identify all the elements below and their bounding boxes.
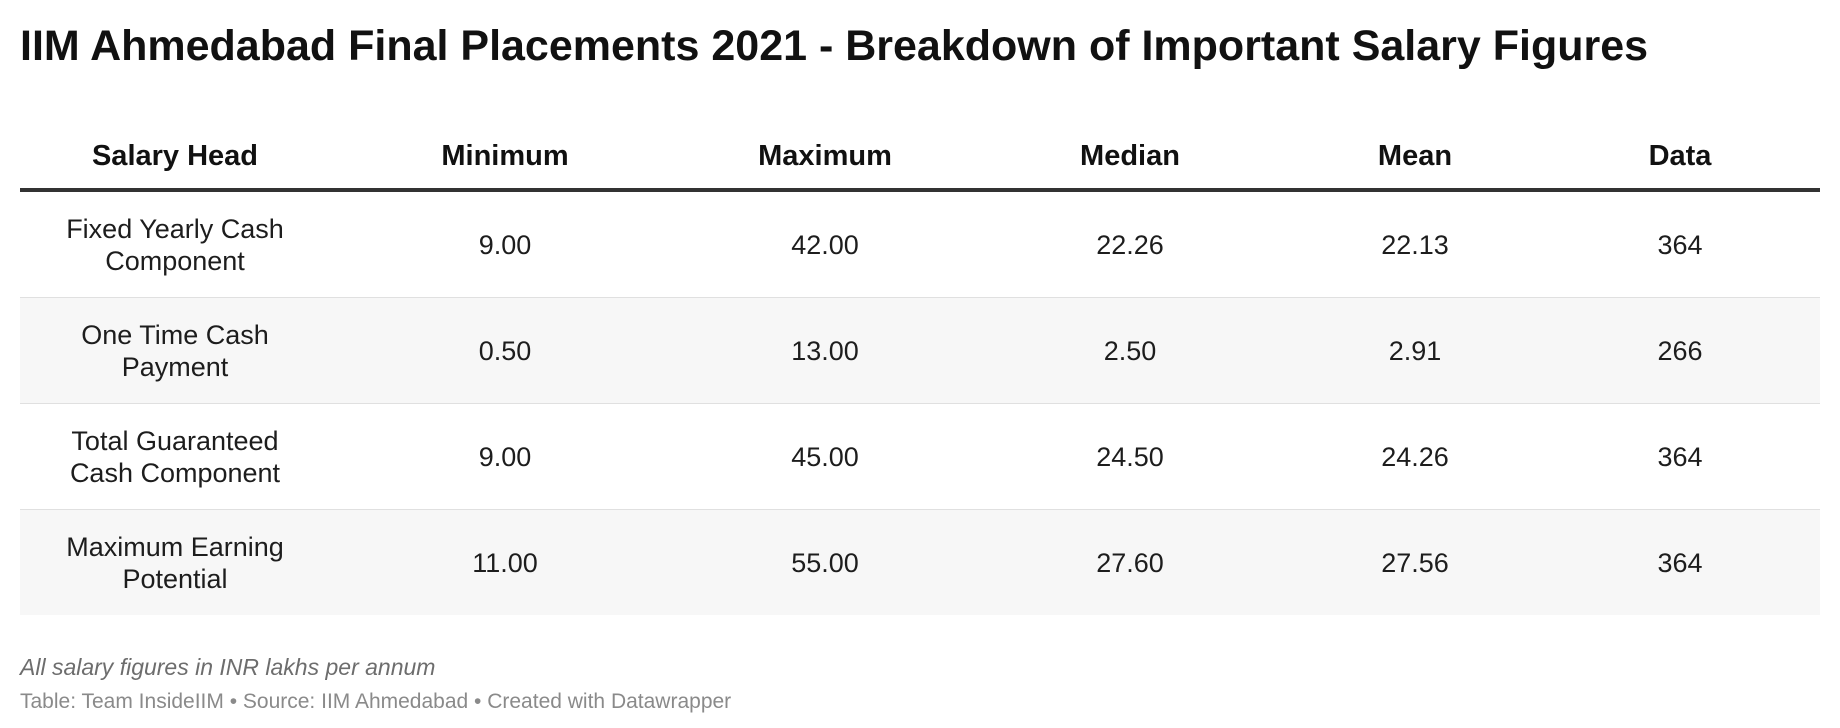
- chart-footer: Table: Team InsideIIM • Source: IIM Ahme…: [20, 690, 732, 713]
- table-row: Fixed Yearly Cash Component 9.00 42.00 2…: [20, 190, 1820, 298]
- median-cell: 2.50: [970, 297, 1290, 404]
- mean-cell: 24.26: [1290, 403, 1540, 510]
- salary-head-cell: Fixed Yearly Cash Component: [20, 190, 330, 298]
- mean-cell: 2.91: [1290, 297, 1540, 404]
- table-header-row: Salary Head Minimum Maximum Median Mean …: [20, 124, 1820, 192]
- minimum-cell: 9.00: [330, 190, 680, 298]
- data-count-cell: 364: [1540, 403, 1820, 510]
- table-row: One Time Cash Payment 0.50 13.00 2.50 2.…: [20, 297, 1820, 404]
- chart-notes: All salary figures in INR lakhs per annu…: [20, 654, 436, 680]
- column-header-mean[interactable]: Mean: [1290, 124, 1540, 192]
- maximum-cell: 42.00: [680, 190, 970, 298]
- data-count-cell: 364: [1540, 190, 1820, 298]
- data-count-cell: 364: [1540, 509, 1820, 615]
- chart-title: IIM Ahmedabad Final Placements 2021 - Br…: [20, 22, 1649, 70]
- data-count-cell: 266: [1540, 297, 1820, 404]
- column-header-data[interactable]: Data: [1540, 124, 1820, 192]
- minimum-cell: 11.00: [330, 509, 680, 615]
- salary-table: Salary Head Minimum Maximum Median Mean …: [20, 124, 1820, 615]
- minimum-cell: 9.00: [330, 403, 680, 510]
- median-cell: 27.60: [970, 509, 1290, 615]
- column-header-median[interactable]: Median: [970, 124, 1290, 192]
- column-header-salary-head[interactable]: Salary Head: [20, 124, 330, 192]
- maximum-cell: 55.00: [680, 509, 970, 615]
- salary-head-cell: Total Guaranteed Cash Component: [20, 403, 330, 510]
- mean-cell: 27.56: [1290, 509, 1540, 615]
- maximum-cell: 13.00: [680, 297, 970, 404]
- table-row: Maximum Earning Potential 11.00 55.00 27…: [20, 509, 1820, 615]
- salary-head-cell: One Time Cash Payment: [20, 297, 330, 404]
- salary-head-cell: Maximum Earning Potential: [20, 509, 330, 615]
- median-cell: 22.26: [970, 190, 1290, 298]
- minimum-cell: 0.50: [330, 297, 680, 404]
- table-row: Total Guaranteed Cash Component 9.00 45.…: [20, 403, 1820, 510]
- column-header-minimum[interactable]: Minimum: [330, 124, 680, 192]
- column-header-maximum[interactable]: Maximum: [680, 124, 970, 192]
- mean-cell: 22.13: [1290, 190, 1540, 298]
- maximum-cell: 45.00: [680, 403, 970, 510]
- median-cell: 24.50: [970, 403, 1290, 510]
